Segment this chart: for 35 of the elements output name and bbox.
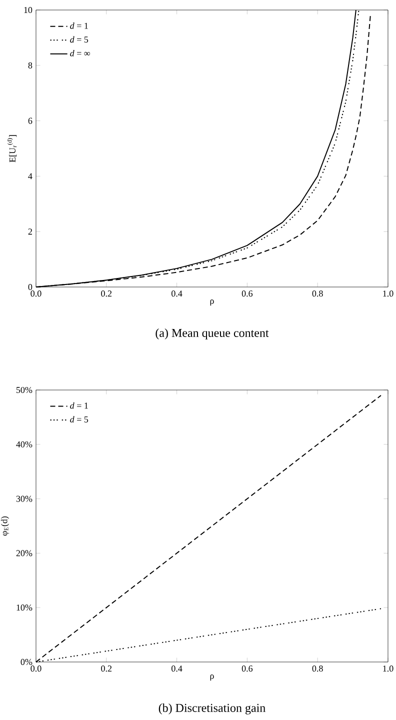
legend-label: d = 1: [70, 22, 88, 29]
x-axis-title: ρ: [210, 300, 214, 306]
y-tick-label: 0: [28, 284, 32, 290]
y-axis-title: E[U$_{r}$$^{(d)}$]: [7, 135, 17, 162]
x-tick-label: 0.4: [172, 290, 182, 297]
legend-label: d = 5: [70, 416, 88, 422]
y-axis-title: φ$_{E}$(d): [0, 516, 10, 536]
x-tick-label: 0.2: [101, 290, 112, 297]
x-tick-label: 1.0: [383, 666, 394, 672]
y-tick-label: 20%: [16, 550, 32, 556]
x-tick-label: 0.6: [242, 666, 253, 672]
y-tick-label: 6: [28, 118, 32, 124]
y-tick-label: 40%: [16, 441, 32, 448]
x-axis-title: ρ: [210, 674, 214, 681]
y-tick-label: 0%: [20, 658, 32, 666]
x-tick-label: 0.4: [172, 666, 182, 672]
y-tick-label: 50%: [16, 386, 32, 394]
x-tick-label: 0.0: [30, 290, 42, 297]
y-tick-label: 30%: [16, 496, 32, 502]
legend-label: d = 5: [70, 36, 88, 43]
x-tick-label: 1.0: [383, 290, 394, 297]
y-tick-label: 10%: [16, 604, 32, 611]
legend-label: d = 1: [70, 402, 88, 409]
text: (b) Discretisation gain: [158, 704, 266, 714]
x-tick-label: 0.8: [312, 290, 323, 297]
x-tick-label: 0.8: [312, 666, 323, 672]
x-tick-label: 0.0: [30, 666, 42, 672]
x-tick-label: 0.6: [242, 290, 253, 297]
y-tick-label: 8: [28, 62, 32, 68]
legend-label: d = ∞: [70, 50, 90, 56]
y-tick-label: 4: [28, 173, 32, 180]
y-tick-label: 10: [24, 6, 32, 14]
text: (a) Mean queue content: [156, 328, 269, 340]
y-tick-label: 2: [28, 228, 32, 235]
x-tick-label: 0.2: [101, 666, 112, 672]
